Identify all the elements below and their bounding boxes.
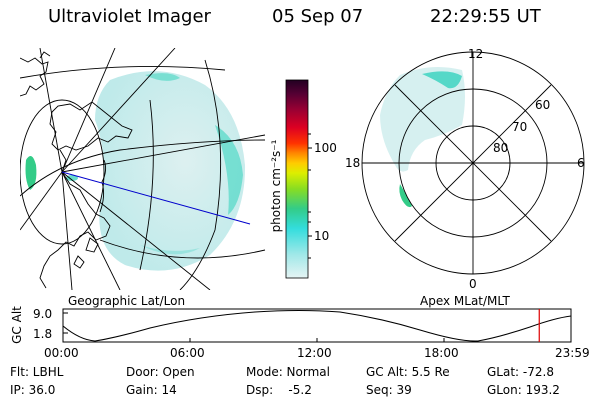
xtick-2359: 23:59: [555, 346, 590, 360]
xtick-0600: 06:00: [170, 346, 205, 360]
auroral-band-north: [145, 73, 180, 81]
uv-emission-region: [95, 71, 246, 271]
mlt-label-12: 12: [468, 47, 484, 61]
info-dsp: Dsp: -5.2: [246, 383, 312, 397]
info-gc-alt: GC Alt: 5.5 Re: [366, 365, 450, 379]
altitude-timeline: [62, 308, 572, 343]
info-seq: Seq: 39: [366, 383, 412, 397]
auroral-spot-center: [66, 175, 78, 181]
colorbar-tick-100: 100: [314, 141, 337, 155]
lat-lon-grid: [20, 48, 266, 290]
auroral-band-east: [215, 125, 243, 215]
colorbar-unit-label: photon cm⁻²s⁻¹: [269, 139, 283, 233]
xtick-1200: 12:00: [297, 346, 332, 360]
mlt-label-0: 0: [469, 277, 477, 291]
color-scale-bar: [285, 79, 312, 279]
time-label: 22:29:55 UT: [430, 6, 541, 27]
geographic-map: [20, 48, 266, 290]
geo-map-caption: Geographic Lat/Lon: [68, 294, 186, 308]
date-label: 05 Sep 07: [272, 6, 364, 27]
auroral-band-south: [140, 245, 200, 255]
mlat-label-80: 80: [493, 141, 509, 155]
info-flt: Flt: LBHL: [10, 365, 64, 379]
info-mode: Mode: Normal: [246, 365, 330, 379]
apex-auroral-arc: [422, 71, 462, 89]
info-gain: Gain: 14: [126, 383, 177, 397]
auroral-spot-west: [25, 156, 37, 190]
altitude-ytick-low: 1.8: [33, 327, 53, 341]
apex-map-caption: Apex MLat/MLT: [420, 294, 510, 308]
apex-auroral-spot: [399, 184, 412, 208]
xtick-0000: 00:00: [44, 346, 79, 360]
mlat-label-60: 60: [535, 98, 551, 112]
altitude-curve: [62, 309, 572, 342]
info-door: Door: Open: [126, 365, 195, 379]
info-ip: IP: 36.0: [10, 383, 56, 397]
info-glon: GLon: 193.2: [487, 383, 560, 397]
altitude-ylabel: GC Alt: [10, 306, 24, 344]
colorbar-tick-10: 10: [314, 229, 330, 243]
apex-polar-plot: [361, 51, 585, 275]
noon-midnight-meridian: [61, 171, 251, 225]
mlt-label-18: 18: [345, 156, 361, 170]
instrument-title: Ultraviolet Imager: [48, 6, 211, 27]
info-glat: GLat: -72.8: [487, 365, 554, 379]
altitude-ytick-high: 9.0: [33, 307, 53, 321]
xtick-1800: 18:00: [424, 346, 459, 360]
mlat-label-70: 70: [512, 120, 528, 134]
mlt-label-6: 6: [577, 156, 585, 170]
